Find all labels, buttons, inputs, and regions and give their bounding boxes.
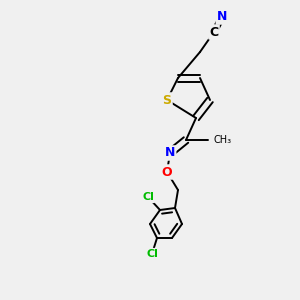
- Text: Cl: Cl: [142, 192, 154, 202]
- Text: C: C: [209, 26, 219, 38]
- Text: O: O: [162, 166, 172, 178]
- Text: CH₃: CH₃: [214, 135, 232, 145]
- Text: S: S: [163, 94, 172, 106]
- Text: N: N: [165, 146, 175, 160]
- Text: Cl: Cl: [146, 249, 158, 259]
- Text: N: N: [217, 11, 227, 23]
